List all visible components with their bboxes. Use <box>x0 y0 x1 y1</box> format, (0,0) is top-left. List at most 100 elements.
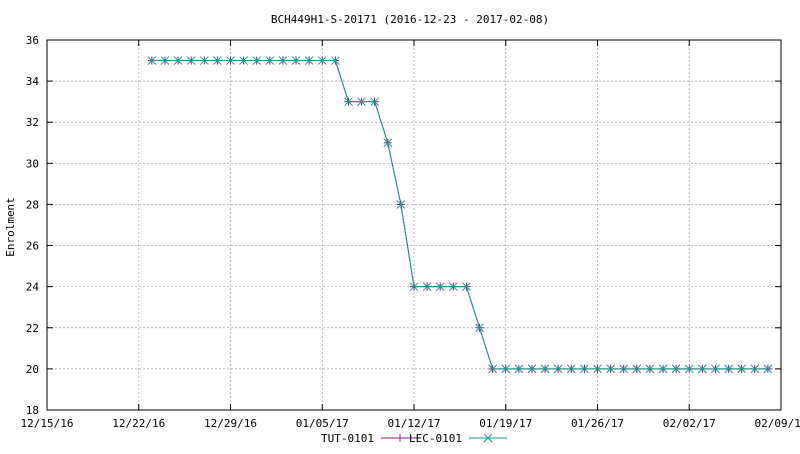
data-point <box>383 138 393 148</box>
marker-stroke <box>357 97 366 107</box>
marker-stroke <box>226 56 235 65</box>
marker-stroke <box>632 364 642 374</box>
data-point <box>317 56 327 65</box>
y-axis-label: Enrolment <box>4 197 17 257</box>
marker-stroke <box>580 364 589 374</box>
series-line <box>151 60 768 370</box>
marker-stroke <box>483 433 493 443</box>
data-point <box>147 56 157 65</box>
data-point <box>593 364 602 374</box>
data-point <box>396 200 406 209</box>
marker-stroke <box>239 56 248 65</box>
y-tick-label: 26 <box>26 240 39 253</box>
series-tut-0101 <box>147 56 772 373</box>
data-point <box>540 364 550 374</box>
legend: TUT-0101 LEC-0101 <box>321 432 507 445</box>
data-point <box>160 56 170 65</box>
marker-stroke <box>252 56 262 65</box>
legend-label: TUT-0101 <box>321 432 374 445</box>
data-point <box>750 364 760 374</box>
data-point <box>291 56 301 65</box>
data-point <box>344 97 353 107</box>
marker-stroke <box>147 56 157 65</box>
data-point <box>553 364 563 374</box>
data-point <box>514 364 524 374</box>
data-point <box>199 56 209 65</box>
data-point <box>304 56 314 65</box>
y-tick-label: 20 <box>26 363 39 376</box>
data-point <box>370 97 380 107</box>
data-point <box>226 56 235 65</box>
data-point <box>606 364 615 374</box>
x-tick-label: 02/09/17 <box>755 417 800 430</box>
marker-stroke <box>160 56 170 65</box>
data-point <box>186 56 196 65</box>
marker-stroke <box>514 364 524 374</box>
marker-stroke <box>553 364 563 374</box>
axis-ticks: 18 20 22 24 26 28 30 32 34 36 12/15/16 12/22/16 12/2… <box>21 34 800 430</box>
marker-stroke <box>448 282 458 292</box>
data-point <box>409 282 419 292</box>
data-point <box>724 364 733 374</box>
data-point <box>265 56 275 65</box>
y-tick-label: 22 <box>26 322 39 335</box>
marker-stroke <box>684 364 694 374</box>
data-point <box>422 282 432 292</box>
data-point <box>213 56 222 65</box>
marker-stroke <box>213 56 222 65</box>
data-point <box>435 282 445 292</box>
marker-stroke <box>370 97 380 107</box>
marker-stroke <box>593 364 602 374</box>
marker-stroke <box>462 282 471 292</box>
data-point <box>475 323 484 333</box>
x-tick-label: 12/15/16 <box>21 417 74 430</box>
data-point <box>580 364 589 374</box>
data-point <box>278 56 288 65</box>
marker-stroke <box>291 56 301 65</box>
data-point <box>331 56 340 65</box>
y-tick-label: 24 <box>26 281 40 294</box>
plot-frame <box>46 39 782 411</box>
data-point <box>462 282 471 292</box>
y-tick-label: 30 <box>26 157 39 170</box>
data-point <box>711 364 720 374</box>
data-point <box>527 364 537 374</box>
data-point <box>619 364 629 374</box>
marker-stroke <box>422 282 432 292</box>
marker-stroke <box>304 56 314 65</box>
marker-stroke <box>278 56 288 65</box>
x-tick-label: 12/29/16 <box>204 417 257 430</box>
marker-stroke <box>645 364 655 374</box>
data-point <box>566 364 576 374</box>
data-point <box>737 364 747 374</box>
marker-stroke <box>540 364 550 374</box>
y-tick-label: 36 <box>26 34 39 47</box>
marker-stroke <box>331 56 340 65</box>
marker-stroke <box>698 364 707 374</box>
marker-stroke <box>711 364 720 374</box>
marker-stroke <box>173 56 183 65</box>
chart-title: BCH449H1-S-20171 (2016-12-23 - 2017-02-0… <box>271 13 549 26</box>
x-tick-label: 01/12/17 <box>388 417 441 430</box>
legend-marker <box>396 434 404 442</box>
x-tick-label: 12/22/16 <box>112 417 165 430</box>
data-point <box>698 364 707 374</box>
data-point <box>357 97 366 107</box>
legend-marker <box>483 433 493 443</box>
y-tick-label: 34 <box>26 75 40 88</box>
marker-stroke <box>396 200 406 209</box>
marker-stroke <box>317 56 327 65</box>
marker-stroke <box>527 364 537 374</box>
data-point <box>763 364 773 374</box>
data-point <box>501 364 511 374</box>
legend-label: LEC-0101 <box>409 432 462 445</box>
marker-stroke <box>724 364 733 374</box>
grid-lines <box>47 40 781 410</box>
x-tick-label: 01/05/17 <box>296 417 349 430</box>
marker-stroke <box>619 364 629 374</box>
marker-stroke <box>606 364 615 374</box>
marker-stroke <box>501 364 511 374</box>
data-point <box>645 364 655 374</box>
marker-stroke <box>265 56 275 65</box>
